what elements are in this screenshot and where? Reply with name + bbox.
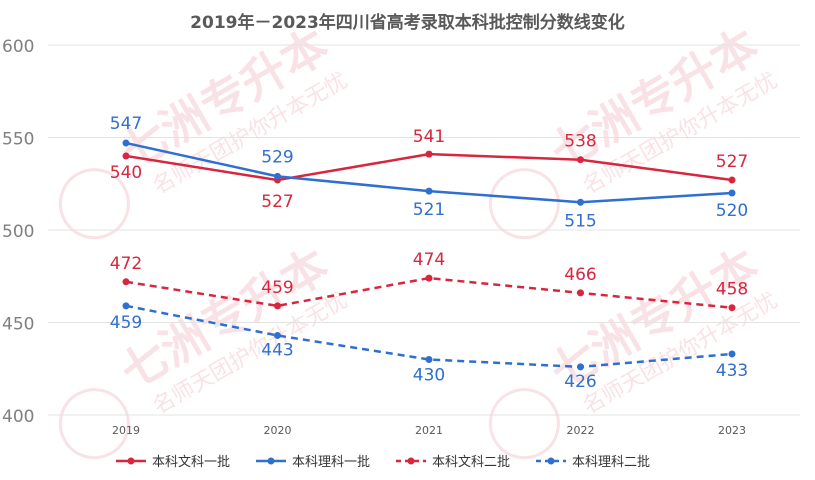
chart-title: 2019年－2023年四川省高考录取本科批控制分数线变化 [190,13,625,33]
data-label: 540 [110,163,142,183]
legend-item: 本科理科二批 [536,451,650,470]
legend-swatch [536,457,567,464]
watermark-seal [488,168,560,240]
data-label: 430 [413,366,445,386]
data-label: 538 [564,132,596,152]
legend-marker [407,457,415,464]
data-point [728,350,736,358]
legend-label: 本科文科二批 [432,455,511,470]
data-point [577,363,584,371]
x-axis-ticks: 2019 2020 2021 2022 2023 [112,424,746,437]
legend-label: 本科理科二批 [572,455,651,470]
legend-item: 本科文科二批 [396,451,510,470]
data-label: 520 [716,201,748,221]
data-label: 466 [564,265,596,285]
data-label: 541 [413,127,445,147]
legend-label: 本科理科一批 [292,455,371,470]
data-label: 458 [716,280,748,300]
y-tick-label: 600 [2,37,34,57]
data-point [122,152,130,160]
y-tick-label: 450 [2,315,34,335]
legend-marker [127,457,135,464]
x-tick-label: 2023 [718,424,746,437]
y-tick-label: 550 [2,130,34,150]
legend-label: 本科文科一批 [152,455,231,470]
data-point [274,172,281,180]
series-line [125,276,733,309]
series-line [125,304,733,369]
legend-marker [267,457,275,464]
x-tick-label: 2020 [264,424,292,437]
watermark-seal [58,388,130,460]
legend-marker [547,457,555,464]
data-label: 515 [564,211,596,231]
watermark-seal [58,168,130,240]
x-tick-label: 2022 [567,424,595,437]
series-lines [122,139,736,371]
data-label: 529 [261,147,293,167]
data-point [577,156,584,164]
legend-item: 本科文科一批 [116,451,230,470]
data-label: 459 [261,278,293,298]
data-point [122,139,130,147]
legend: 本科文科一批 本科理科一批 本科文科二批 本科理科二批 [116,451,650,470]
y-tick-label: 500 [2,222,34,242]
data-point [122,278,130,286]
grid [48,44,800,416]
data-point [274,302,281,310]
data-point [577,289,584,297]
data-point [425,187,433,195]
data-label: 472 [110,254,142,274]
legend-swatch [116,457,146,464]
data-point [728,304,736,312]
data-point [122,302,130,310]
watermark-seal [488,388,560,460]
x-tick-label: 2021 [415,424,443,437]
x-tick-label: 2019 [112,424,140,437]
data-label: 527 [716,152,748,172]
data-labels: 540 527 541 538 527 547 529 521 515 520 472 459 474 4… [110,114,748,392]
data-label: 521 [413,200,445,220]
data-label: 527 [261,192,293,212]
legend-swatch [256,457,287,464]
data-point [425,356,433,363]
data-point [577,198,584,206]
legend-item: 本科理科一批 [256,451,370,470]
data-label: 547 [110,114,142,134]
y-axis-ticks: 400 450 500 550 600 [2,37,34,427]
data-label: 443 [261,340,293,360]
data-point [425,150,433,158]
data-point [425,274,433,282]
data-label: 426 [564,372,596,392]
legend-swatch [396,457,427,464]
data-point [728,176,736,184]
data-label: 459 [110,313,142,333]
data-label: 474 [413,250,445,270]
data-point [274,331,281,339]
data-point [728,189,736,197]
y-tick-label: 400 [2,407,34,427]
data-label: 433 [716,361,748,381]
